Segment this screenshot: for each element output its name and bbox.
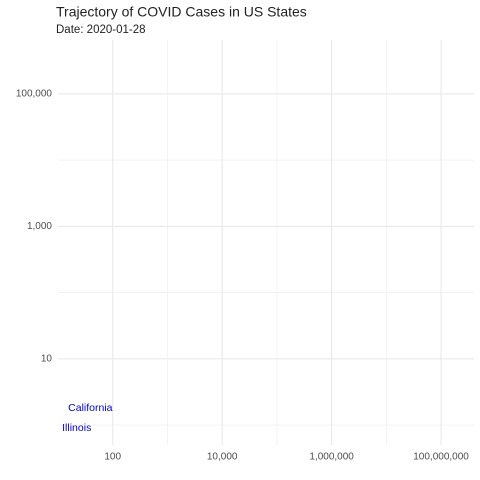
x-tick-label: 100 [104,452,121,463]
y-tick-label: 100,000 [16,88,53,99]
point-label: Illinois [62,422,91,434]
chart-subtitle: Date: 2020-01-28 [56,24,146,36]
x-tick-label: 1,000,000 [309,452,354,463]
y-tick-label: 10 [41,353,53,364]
chart-title: Trajectory of COVID Cases in US States [56,4,307,20]
x-tick-label: 10,000 [207,452,238,463]
point-label: California [68,402,113,414]
x-tick-label: 100,000,000 [413,452,469,463]
y-tick-label: 1,000 [27,221,52,232]
